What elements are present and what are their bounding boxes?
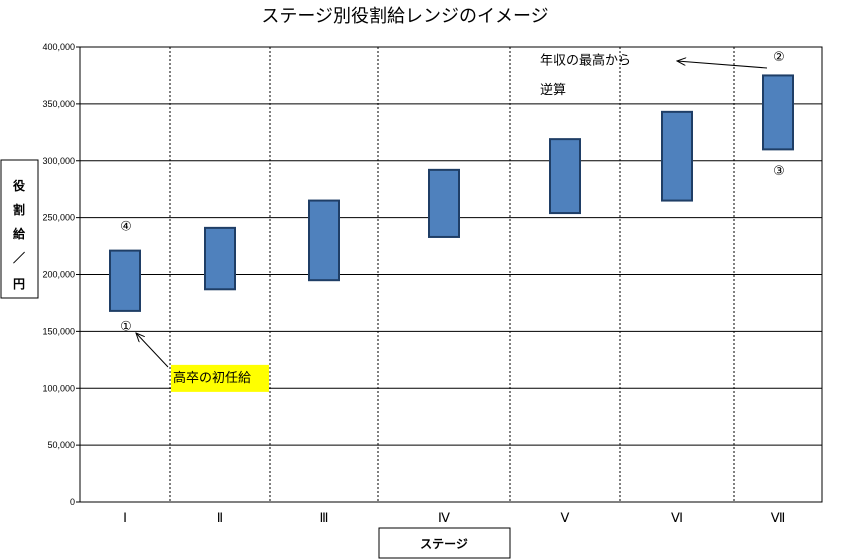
y-axis-label: 役割給 ／ 円 <box>13 178 26 291</box>
x-axis: Ⅰ Ⅱ Ⅲ Ⅳ Ⅴ Ⅵ Ⅶ <box>123 510 785 525</box>
range-bar <box>204 226 236 291</box>
y-axis-label-char: 給 <box>13 226 26 241</box>
y-tick-label: 250,000 <box>42 213 75 223</box>
arrow-to-starting-salary <box>136 333 169 368</box>
y-tick-label: 200,000 <box>42 270 75 280</box>
y-tick-label: 300,000 <box>42 156 75 166</box>
highlight-box <box>171 364 269 392</box>
range-bar <box>549 138 581 215</box>
grid <box>80 47 822 502</box>
range-bar <box>762 74 794 151</box>
y-tick-label: 50,000 <box>47 440 75 450</box>
annotation-label: 高卒の初任給 <box>173 370 251 386</box>
annotation-marker: ① <box>120 320 132 335</box>
y-axis: 0 50,000 100,000 150,000 200,000 250,000 300,0… <box>42 42 80 507</box>
range-bar <box>661 110 693 202</box>
x-tick-label: Ⅱ <box>217 510 223 525</box>
y-axis-label-char: 割 <box>13 202 25 217</box>
y-axis-label-char: 役 <box>13 178 25 193</box>
x-tick-label: Ⅲ <box>320 510 329 525</box>
x-tick-label: Ⅳ <box>438 510 450 525</box>
annotation-marker: ③ <box>773 164 785 179</box>
x-tick-label: Ⅵ <box>671 510 683 525</box>
arrow-to-max-annual <box>677 61 768 69</box>
y-axis-label-char: 円 <box>13 277 25 291</box>
x-axis-label-box <box>378 527 511 559</box>
x-tick-label: Ⅴ <box>561 510 570 525</box>
x-tick-label: Ⅰ <box>123 510 127 525</box>
range-bar <box>308 199 340 282</box>
y-axis-label-char: ／ <box>13 250 25 265</box>
annotation-label: 年収の最高から <box>540 52 631 68</box>
range-bar <box>428 168 460 238</box>
annotation-marker: ② <box>773 50 785 65</box>
x-tick-label: Ⅶ <box>771 510 786 525</box>
y-tick-label: 100,000 <box>42 383 75 393</box>
bars <box>109 74 794 312</box>
x-axis-label: ステージ <box>420 537 468 551</box>
range-bar <box>109 249 141 312</box>
y-tick-label: 0 <box>70 497 75 507</box>
annotation-marker: ④ <box>120 220 132 235</box>
chart-title: ステージ別役割給レンジのイメージ <box>261 6 548 27</box>
y-tick-label: 350,000 <box>42 99 75 109</box>
y-axis-label-box <box>0 159 39 299</box>
annotation-label: 逆算 <box>540 82 566 98</box>
y-tick-label: 400,000 <box>42 42 75 52</box>
y-tick-label: 150,000 <box>42 326 75 336</box>
